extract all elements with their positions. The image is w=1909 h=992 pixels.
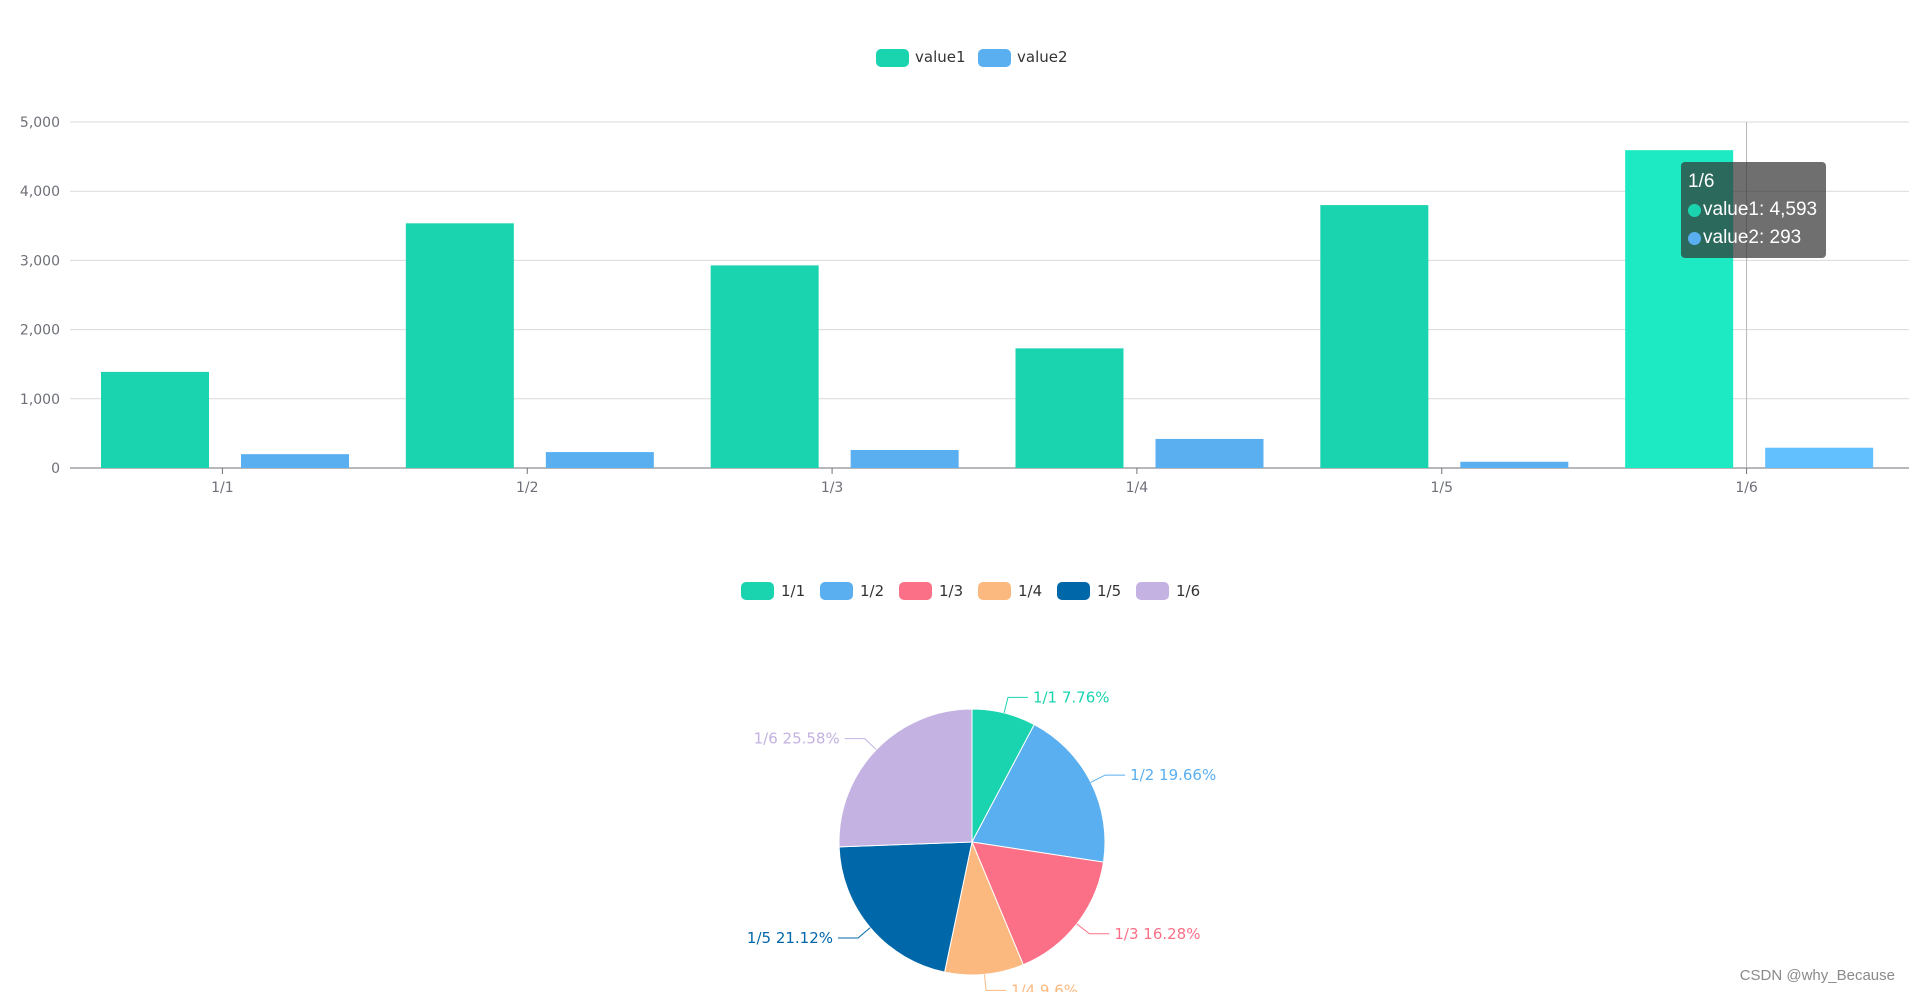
- pie-legend-swatch-1/2[interactable]: [820, 582, 853, 600]
- x-tick-label: 1/2: [516, 480, 539, 496]
- tooltip-row-value2: value2: 293: [1688, 224, 1826, 252]
- legend-label-value2[interactable]: value2: [1017, 48, 1068, 66]
- legend-label-value1[interactable]: value1: [915, 48, 966, 66]
- pie-legend-label-1/5[interactable]: 1/5: [1097, 582, 1121, 600]
- pie-legend-swatch-1/5[interactable]: [1057, 582, 1090, 600]
- pie-label-1/1: 1/1 7.76%: [1033, 688, 1110, 706]
- bar-x-axis: 1/1 1/2 1/3 1/4 1/5 1/6: [211, 468, 1758, 496]
- tooltip-value2: value2: 293: [1703, 227, 1802, 248]
- tooltip-row-value1: value1: 4,593: [1688, 196, 1826, 224]
- pie-legend-swatch-1/4[interactable]: [978, 582, 1011, 600]
- y-tick-label: 5,000: [20, 115, 60, 131]
- tooltip: 1/6 value1: 4,593 value2: 293: [1681, 162, 1826, 258]
- y-tick-label: 3,000: [20, 253, 60, 269]
- bar-value1-1/5[interactable]: [1320, 205, 1429, 469]
- bar-value2-1/1[interactable]: [241, 454, 349, 468]
- bar-value1-1/3[interactable]: [710, 265, 819, 468]
- bar-value1-1/1[interactable]: [101, 371, 209, 468]
- pie-legend-swatch-1/3[interactable]: [899, 582, 932, 600]
- tooltip-value1: value1: 4,593: [1703, 199, 1818, 220]
- pie-label-1/4: 1/4 9.6%: [1011, 981, 1078, 992]
- pie-slice-1/6[interactable]: [838, 708, 973, 848]
- bar-value2-1/4[interactable]: [1155, 438, 1264, 468]
- legend-swatch-value1[interactable]: [876, 49, 909, 67]
- pie-legend-label-1/1[interactable]: 1/1: [781, 582, 805, 600]
- x-tick-label: 1/4: [1126, 480, 1149, 496]
- bar-value1-1/4[interactable]: [1015, 348, 1124, 468]
- pie-label-1/5: 1/5 21.12%: [747, 929, 833, 947]
- pie-label-1/6: 1/6 25.58%: [754, 730, 840, 748]
- pie-legend-swatch-1/1[interactable]: [741, 582, 774, 600]
- tooltip-title: 1/6: [1688, 171, 1715, 192]
- bar-value2-1/3[interactable]: [850, 450, 959, 468]
- pie-labels: 1/1 7.76% 1/2 19.66% 1/3 16.28% 1/4 9.6% 1/5…: [747, 688, 1216, 992]
- pie-legend-label-1/2[interactable]: 1/2: [860, 582, 884, 600]
- y-tick-label: 4,000: [20, 184, 60, 200]
- pie-legend-label-1/6[interactable]: 1/6: [1176, 582, 1200, 600]
- pie-leader-1/1: [1003, 696, 1028, 714]
- bar-value1-1/2[interactable]: [405, 223, 514, 468]
- pie-legend: 1/1 1/2 1/3 1/4 1/5 1/6: [741, 582, 1200, 600]
- bar-value2-1/2[interactable]: [545, 452, 654, 468]
- tooltip-dot-value2: [1688, 231, 1701, 245]
- y-tick-label: 0: [51, 461, 60, 477]
- pie-label-1/3: 1/3 16.28%: [1114, 925, 1200, 943]
- bar-series: [101, 150, 1874, 469]
- pie-legend-label-1/3[interactable]: 1/3: [939, 582, 963, 600]
- pie-slice-1/4[interactable]: [944, 840, 1024, 976]
- bar-legend: value1 value2: [876, 48, 1068, 67]
- pie-slice-1/3[interactable]: [971, 841, 1105, 966]
- pie-legend-swatch-1/6[interactable]: [1136, 582, 1169, 600]
- bar-value2-1/5[interactable]: [1460, 461, 1569, 468]
- x-tick-label: 1/5: [1430, 480, 1453, 496]
- tooltip-dot-value1: [1688, 203, 1701, 217]
- pie-slice-1/5[interactable]: [838, 841, 973, 973]
- y-tick-label: 2,000: [20, 323, 60, 339]
- pie-leader-1/6: [844, 738, 877, 751]
- pie-leader-1/2: [1090, 774, 1126, 783]
- legend-swatch-value2[interactable]: [978, 49, 1011, 67]
- bar-value2-1/6[interactable]: [1765, 447, 1874, 468]
- pie-label-1/2: 1/2 19.66%: [1130, 766, 1216, 784]
- bar-y-axis: 0 1,000 2,000 3,000 4,000 5,000: [20, 115, 60, 477]
- pie-slices: [838, 708, 1106, 976]
- pie-leader-1/5: [838, 927, 871, 939]
- y-tick-label: 1,000: [20, 392, 60, 408]
- pie-leader-1/4: [984, 974, 1007, 991]
- pie-leader-1/3: [1076, 923, 1110, 935]
- bar-gridlines: [70, 121, 1909, 469]
- x-tick-label: 1/3: [821, 480, 844, 496]
- x-tick-label: 1/6: [1735, 480, 1758, 496]
- watermark: CSDN @why_Because: [1739, 967, 1895, 984]
- pie-legend-label-1/4[interactable]: 1/4: [1018, 582, 1042, 600]
- x-tick-label: 1/1: [211, 480, 234, 496]
